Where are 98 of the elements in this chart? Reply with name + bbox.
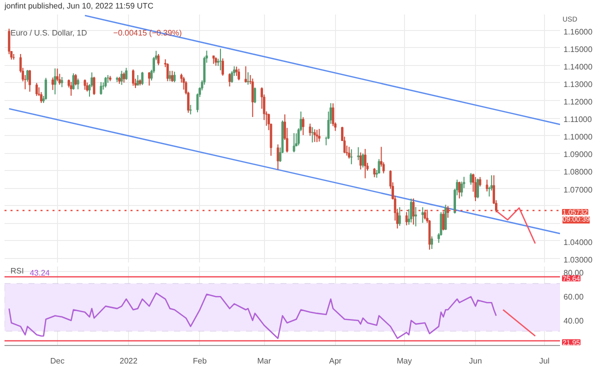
candlestick bbox=[421, 206, 424, 224]
candlestick bbox=[84, 78, 86, 90]
candlestick bbox=[122, 72, 126, 84]
candlestick bbox=[141, 71, 144, 86]
candlestick bbox=[8, 28, 10, 55]
y-tick-label: 1.04000 bbox=[564, 238, 593, 247]
y-tick-label: 1.15000 bbox=[564, 44, 593, 54]
candlestick bbox=[56, 68, 59, 82]
candlestick bbox=[476, 178, 479, 199]
x-tick-label: Jun bbox=[469, 356, 482, 366]
y-tick-label: 1.07000 bbox=[564, 185, 593, 194]
x-tick-label: May bbox=[396, 356, 412, 366]
candlestick bbox=[235, 66, 238, 76]
candlestick bbox=[430, 236, 434, 250]
chart-title: RSI bbox=[10, 266, 24, 276]
candlestick bbox=[171, 70, 174, 82]
candlestick bbox=[219, 48, 222, 71]
line-series bbox=[8, 292, 497, 339]
y-tick-label: 1.12000 bbox=[564, 98, 593, 106]
candlestick bbox=[230, 70, 234, 84]
candlestick bbox=[74, 74, 77, 86]
candlestick bbox=[313, 128, 316, 142]
candlestick bbox=[292, 132, 296, 153]
candlestick bbox=[120, 70, 123, 86]
candlestick bbox=[157, 53, 160, 66]
y-tick-label: 1.14000 bbox=[564, 62, 593, 72]
candlestick bbox=[442, 210, 444, 231]
candlestick bbox=[254, 87, 256, 104]
candlestick bbox=[238, 68, 240, 81]
candlestick bbox=[132, 68, 134, 86]
candlestick bbox=[410, 198, 412, 223]
candlestick bbox=[364, 148, 366, 179]
candlestick bbox=[348, 146, 350, 160]
candlestick bbox=[166, 62, 169, 82]
candlestick bbox=[125, 67, 128, 80]
candlestick bbox=[40, 92, 42, 104]
candlestick bbox=[373, 168, 376, 178]
text: jonfint published, Jun 10, 2022 11:59 UTC bbox=[4, 2, 154, 10]
y-tick-label: 1.09000 bbox=[564, 150, 593, 160]
candlestick bbox=[316, 129, 318, 143]
candlestick bbox=[35, 82, 38, 96]
text: Euro / U.S. Dollar, 1D bbox=[10, 28, 88, 38]
candlestick bbox=[308, 123, 312, 136]
candlestick bbox=[182, 76, 185, 90]
x-tick-label: Jul bbox=[539, 356, 550, 366]
candlestick bbox=[168, 70, 172, 82]
candlestick bbox=[60, 76, 64, 88]
candlestick bbox=[28, 69, 31, 92]
candlestick bbox=[478, 176, 482, 188]
candlestick bbox=[311, 126, 314, 143]
candlestick bbox=[460, 181, 463, 198]
candlestick bbox=[350, 148, 353, 165]
candlestick bbox=[414, 206, 417, 227]
y-tick-label: 60.00 bbox=[564, 292, 584, 302]
x-tick-label: 2022 bbox=[120, 356, 138, 366]
candlestick bbox=[318, 128, 320, 142]
candlestick bbox=[222, 58, 224, 76]
candlestick bbox=[148, 72, 150, 86]
candlestick bbox=[486, 179, 488, 192]
candlestick bbox=[444, 204, 447, 231]
candlestick bbox=[173, 71, 176, 83]
candlestick bbox=[398, 206, 401, 226]
candlestick bbox=[44, 77, 48, 100]
candlestick bbox=[357, 146, 360, 161]
candlestick bbox=[92, 76, 96, 96]
candlestick bbox=[276, 144, 280, 170]
y-tick-label: 1.03000 bbox=[564, 255, 593, 264]
candlestick bbox=[251, 78, 254, 118]
candlestick bbox=[332, 102, 334, 127]
x-tick-label: Dec bbox=[50, 356, 64, 366]
y-tick-label: 1.13000 bbox=[564, 80, 593, 89]
candlestick bbox=[76, 78, 80, 90]
candlestick bbox=[362, 153, 364, 168]
candlestick bbox=[302, 116, 304, 136]
candlestick bbox=[474, 176, 477, 202]
candlestick bbox=[405, 212, 408, 226]
candlestick bbox=[244, 66, 247, 84]
y-tick-label: 1.11000 bbox=[564, 115, 592, 124]
y-tick-label: 1.16000 bbox=[564, 27, 593, 36]
candlestick bbox=[26, 69, 29, 82]
candlestick bbox=[470, 172, 472, 186]
candlestick bbox=[446, 205, 450, 218]
x-tick-label: Mar bbox=[257, 356, 272, 366]
candlestick bbox=[424, 209, 426, 220]
candlestick bbox=[72, 72, 75, 90]
y-tick-label: 40.00 bbox=[564, 316, 584, 326]
y-tick-label: 1.10000 bbox=[564, 132, 593, 142]
candlestick bbox=[52, 77, 54, 90]
chart-subtitle: 43.24 bbox=[30, 268, 50, 278]
candlestick bbox=[412, 198, 415, 226]
x-tick-label: Feb bbox=[192, 356, 208, 366]
candlestick bbox=[106, 74, 110, 84]
x-tick-label: Apr bbox=[329, 356, 342, 366]
candlestick bbox=[104, 76, 107, 88]
candlestick bbox=[54, 68, 56, 95]
candlestick bbox=[189, 104, 192, 115]
candlestick bbox=[458, 181, 461, 199]
y-tick-label: 1.08000 bbox=[564, 168, 593, 177]
